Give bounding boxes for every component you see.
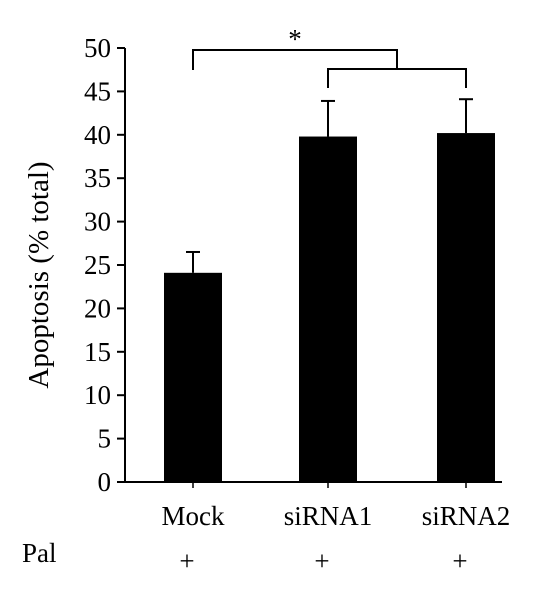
y-tick-label: 50 [84, 33, 111, 63]
bar-sirna1 [299, 136, 357, 482]
y-tick-label: 5 [98, 424, 112, 454]
treatment-row: Pal + + + [22, 538, 468, 576]
y-tick-label: 15 [84, 337, 111, 367]
y-tick-label: 10 [84, 380, 111, 410]
y-ticks: 0 5 10 15 20 25 30 35 40 45 50 [84, 33, 125, 497]
significance-bracket: * [192, 24, 467, 88]
y-axis: 0 5 10 15 20 25 30 35 40 45 50 [84, 33, 126, 497]
bar-mock [164, 272, 222, 482]
bars [164, 133, 495, 482]
y-tick-label: 0 [98, 467, 112, 497]
y-tick-label: 35 [84, 163, 111, 193]
treatment-label: Pal [22, 538, 57, 568]
y-tick-label: 45 [84, 76, 111, 106]
significance-star: * [288, 24, 302, 54]
bracket-main [192, 49, 398, 70]
y-tick-label: 40 [84, 120, 111, 150]
x-tick-label: siRNA1 [284, 501, 373, 531]
y-tick-label: 25 [84, 250, 111, 280]
bar-sirna2 [437, 133, 495, 482]
bracket-sub [327, 68, 467, 88]
y-axis-label: Apoptosis (% total) [23, 161, 55, 388]
x-tick-labels: Mock siRNA1 siRNA2 [162, 482, 511, 531]
y-tick-label: 30 [84, 207, 111, 237]
treatment-sign: + [452, 546, 467, 576]
treatment-sign: + [179, 546, 194, 576]
y-tick-label: 20 [84, 293, 111, 323]
error-bars [186, 98, 473, 273]
x-tick-label: siRNA2 [422, 501, 511, 531]
treatment-sign: + [314, 546, 329, 576]
x-tick-label: Mock [162, 501, 225, 531]
